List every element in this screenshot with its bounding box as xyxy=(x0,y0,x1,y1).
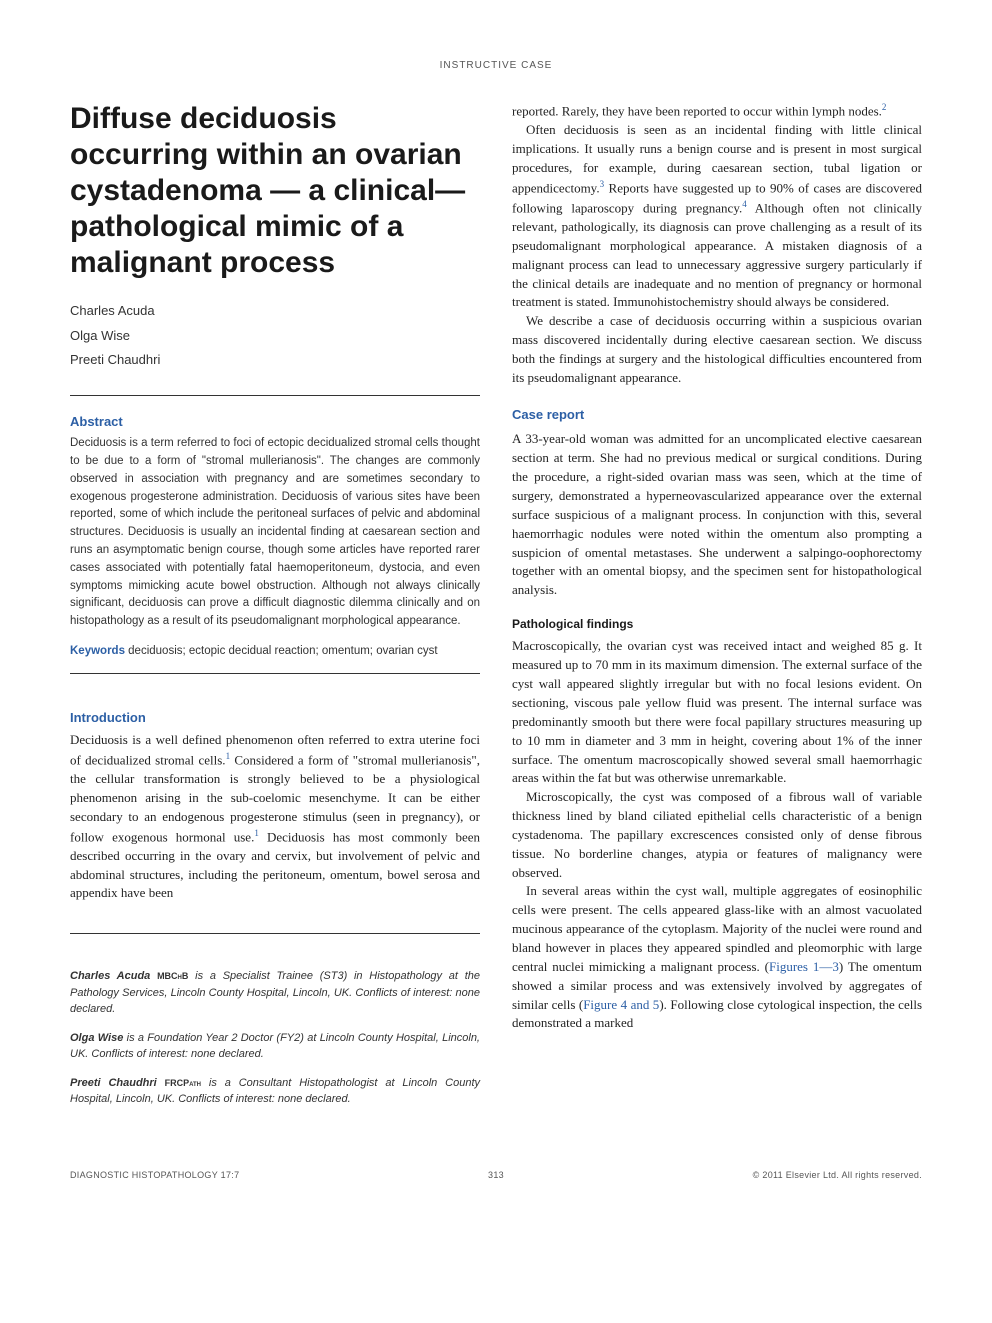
bio-entry: Charles Acuda MBChB is a Specialist Trai… xyxy=(70,968,480,1018)
left-column: Diffuse deciduosis occurring within an o… xyxy=(70,101,480,1120)
introduction-body: Deciduosis is a well defined phenomenon … xyxy=(70,731,480,903)
keywords-label: Keywords xyxy=(70,645,125,657)
header-label: INSTRUCTIVE CASE xyxy=(70,60,922,71)
page-number: 313 xyxy=(239,1170,752,1180)
abstract-text: Deciduosis is a term referred to foci of… xyxy=(70,435,480,631)
citation-ref[interactable]: 2 xyxy=(882,102,887,112)
bio-name: Charles Acuda xyxy=(70,970,157,982)
bio-name: Preeti Chaudhri xyxy=(70,1077,165,1089)
bio-entry: Preeti Chaudhri FRCPath is a Consultant … xyxy=(70,1075,480,1108)
paragraph: In several areas within the cyst wall, m… xyxy=(512,882,922,1033)
path-findings-heading: Pathological findings xyxy=(512,616,922,633)
page-footer: DIAGNOSTIC HISTOPATHOLOGY 17:7 313 © 201… xyxy=(70,1170,922,1180)
two-column-layout: Diffuse deciduosis occurring within an o… xyxy=(70,101,922,1120)
paragraph: A 33-year-old woman was admitted for an … xyxy=(512,430,922,600)
bio-credential: FRCPath xyxy=(165,1078,201,1088)
introduction-heading: Introduction xyxy=(70,710,480,725)
keywords-block: Keywords deciduosis; ectopic decidual re… xyxy=(70,645,480,657)
bio-credential: MBChB xyxy=(157,971,188,981)
keywords-text: deciduosis; ectopic decidual reaction; o… xyxy=(125,645,438,657)
paragraph: Macroscopically, the ovarian cyst was re… xyxy=(512,637,922,788)
figure-link[interactable]: Figures 1—3 xyxy=(769,959,839,974)
right-column: reported. Rarely, they have been reporte… xyxy=(512,101,922,1120)
case-report-heading: Case report xyxy=(512,406,922,425)
author-name: Charles Acuda xyxy=(70,299,480,324)
abstract-heading: Abstract xyxy=(70,414,480,429)
footer-left: DIAGNOSTIC HISTOPATHOLOGY 17:7 xyxy=(70,1170,239,1180)
author-list: Charles Acuda Olga Wise Preeti Chaudhri xyxy=(70,299,480,373)
paragraph: reported. Rarely, they have been reporte… xyxy=(512,101,922,121)
figure-link[interactable]: Figure 4 and 5 xyxy=(583,997,659,1012)
bio-name: Olga Wise xyxy=(70,1032,123,1044)
article-title: Diffuse deciduosis occurring within an o… xyxy=(70,101,480,281)
paragraph: Deciduosis is a well defined phenomenon … xyxy=(70,731,480,903)
bio-entry: Olga Wise is a Foundation Year 2 Doctor … xyxy=(70,1030,480,1063)
paragraph: Often deciduosis is seen as an incidenta… xyxy=(512,121,922,312)
divider xyxy=(70,933,480,934)
paragraph: Microscopically, the cyst was composed o… xyxy=(512,788,922,882)
footer-right: © 2011 Elsevier Ltd. All rights reserved… xyxy=(753,1170,922,1180)
author-name: Olga Wise xyxy=(70,324,480,349)
divider xyxy=(70,395,480,396)
divider xyxy=(70,673,480,674)
paragraph: We describe a case of deciduosis occurri… xyxy=(512,312,922,387)
bio-text: is a Foundation Year 2 Doctor (FY2) at L… xyxy=(70,1032,480,1061)
author-bios: Charles Acuda MBChB is a Specialist Trai… xyxy=(70,968,480,1108)
right-body: reported. Rarely, they have been reporte… xyxy=(512,101,922,1033)
author-name: Preeti Chaudhri xyxy=(70,348,480,373)
